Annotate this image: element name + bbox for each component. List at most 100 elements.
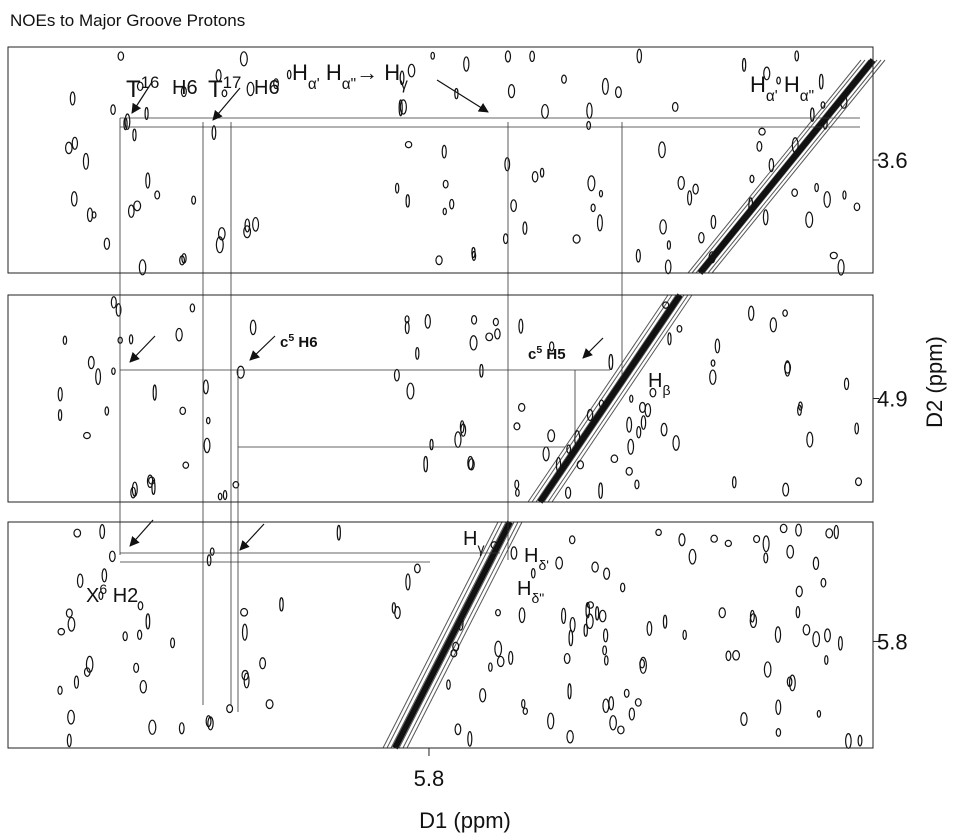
peak xyxy=(591,561,599,573)
peak xyxy=(786,544,795,559)
peak xyxy=(598,189,604,198)
peak xyxy=(73,528,82,538)
peak xyxy=(678,533,686,547)
peak xyxy=(470,314,478,325)
peak xyxy=(180,86,187,98)
peak-label: Hα' Hα" xyxy=(750,72,814,105)
peak xyxy=(710,534,718,543)
peak xyxy=(103,237,111,250)
peak xyxy=(454,723,462,736)
peak xyxy=(57,409,63,422)
peak xyxy=(406,382,415,400)
peak xyxy=(136,81,144,92)
peak xyxy=(226,704,234,714)
peak xyxy=(423,455,429,473)
label-script: α" xyxy=(342,76,356,93)
diagonal-band xyxy=(711,59,886,274)
peak xyxy=(515,488,520,497)
peak xyxy=(845,733,852,749)
label-script: 5 xyxy=(288,332,294,344)
peak xyxy=(692,183,699,195)
peak xyxy=(758,127,766,136)
peak xyxy=(83,431,91,440)
peak xyxy=(561,607,567,624)
peak xyxy=(205,416,211,425)
peak xyxy=(130,486,137,499)
diagonal-band xyxy=(707,59,882,274)
peak xyxy=(69,91,76,106)
peak xyxy=(587,175,596,192)
peak xyxy=(541,103,549,119)
label-text: X xyxy=(86,585,99,607)
peak xyxy=(286,69,292,80)
peak xyxy=(71,136,79,150)
peak xyxy=(586,120,592,130)
x-tick-label: 5.8 xyxy=(414,766,445,791)
label-script: δ' xyxy=(538,557,548,573)
label-text: c xyxy=(528,346,536,363)
peak xyxy=(655,528,662,537)
peak xyxy=(148,719,157,735)
diagonal-band xyxy=(386,521,503,749)
peak-label: Hδ" xyxy=(517,578,544,606)
peak xyxy=(133,200,142,212)
peak-label: T17 xyxy=(208,73,241,104)
peak xyxy=(273,78,279,90)
peak xyxy=(415,346,420,360)
peak xyxy=(518,607,526,624)
peak xyxy=(585,613,594,630)
peak xyxy=(435,255,443,266)
label-text: c xyxy=(280,334,288,351)
peak xyxy=(488,662,493,672)
peak xyxy=(724,539,733,548)
peak xyxy=(779,523,788,534)
peak xyxy=(749,613,758,629)
peak xyxy=(833,524,839,540)
peak xyxy=(110,296,117,309)
label-script: δ" xyxy=(531,590,544,606)
peak xyxy=(429,438,434,451)
peak xyxy=(567,683,572,700)
peak xyxy=(820,577,827,588)
peak xyxy=(629,394,634,403)
peak xyxy=(181,253,187,264)
peak xyxy=(659,219,667,235)
label-script: γ xyxy=(477,540,484,556)
peak xyxy=(252,216,260,232)
peak xyxy=(539,167,545,178)
peak xyxy=(510,199,517,213)
peak xyxy=(65,608,73,618)
peak xyxy=(601,77,609,95)
peak xyxy=(677,175,685,191)
peak xyxy=(798,401,803,411)
peak xyxy=(595,606,600,621)
peak xyxy=(842,190,847,200)
peak xyxy=(640,415,647,430)
peak xyxy=(610,454,619,464)
peak xyxy=(57,387,63,402)
peak-label: c5 H6 xyxy=(280,332,318,351)
peak xyxy=(145,172,151,189)
peak xyxy=(762,535,770,553)
peak xyxy=(469,335,478,351)
peak xyxy=(132,128,137,142)
peak xyxy=(542,446,550,462)
peak xyxy=(809,107,815,122)
peak xyxy=(682,629,687,640)
peak xyxy=(442,179,449,189)
y-tick-label: 3.6 xyxy=(877,148,908,173)
peak xyxy=(136,629,143,640)
peak xyxy=(569,616,576,633)
peak xyxy=(522,707,528,715)
peak xyxy=(124,113,131,130)
peak xyxy=(101,568,108,583)
peak xyxy=(583,623,588,637)
peak xyxy=(170,637,176,649)
peak xyxy=(215,69,222,82)
peak xyxy=(394,182,400,194)
peak xyxy=(614,86,622,99)
peak xyxy=(741,57,747,72)
peak xyxy=(602,645,608,656)
y-axis-label: D2 (ppm) xyxy=(922,336,947,428)
